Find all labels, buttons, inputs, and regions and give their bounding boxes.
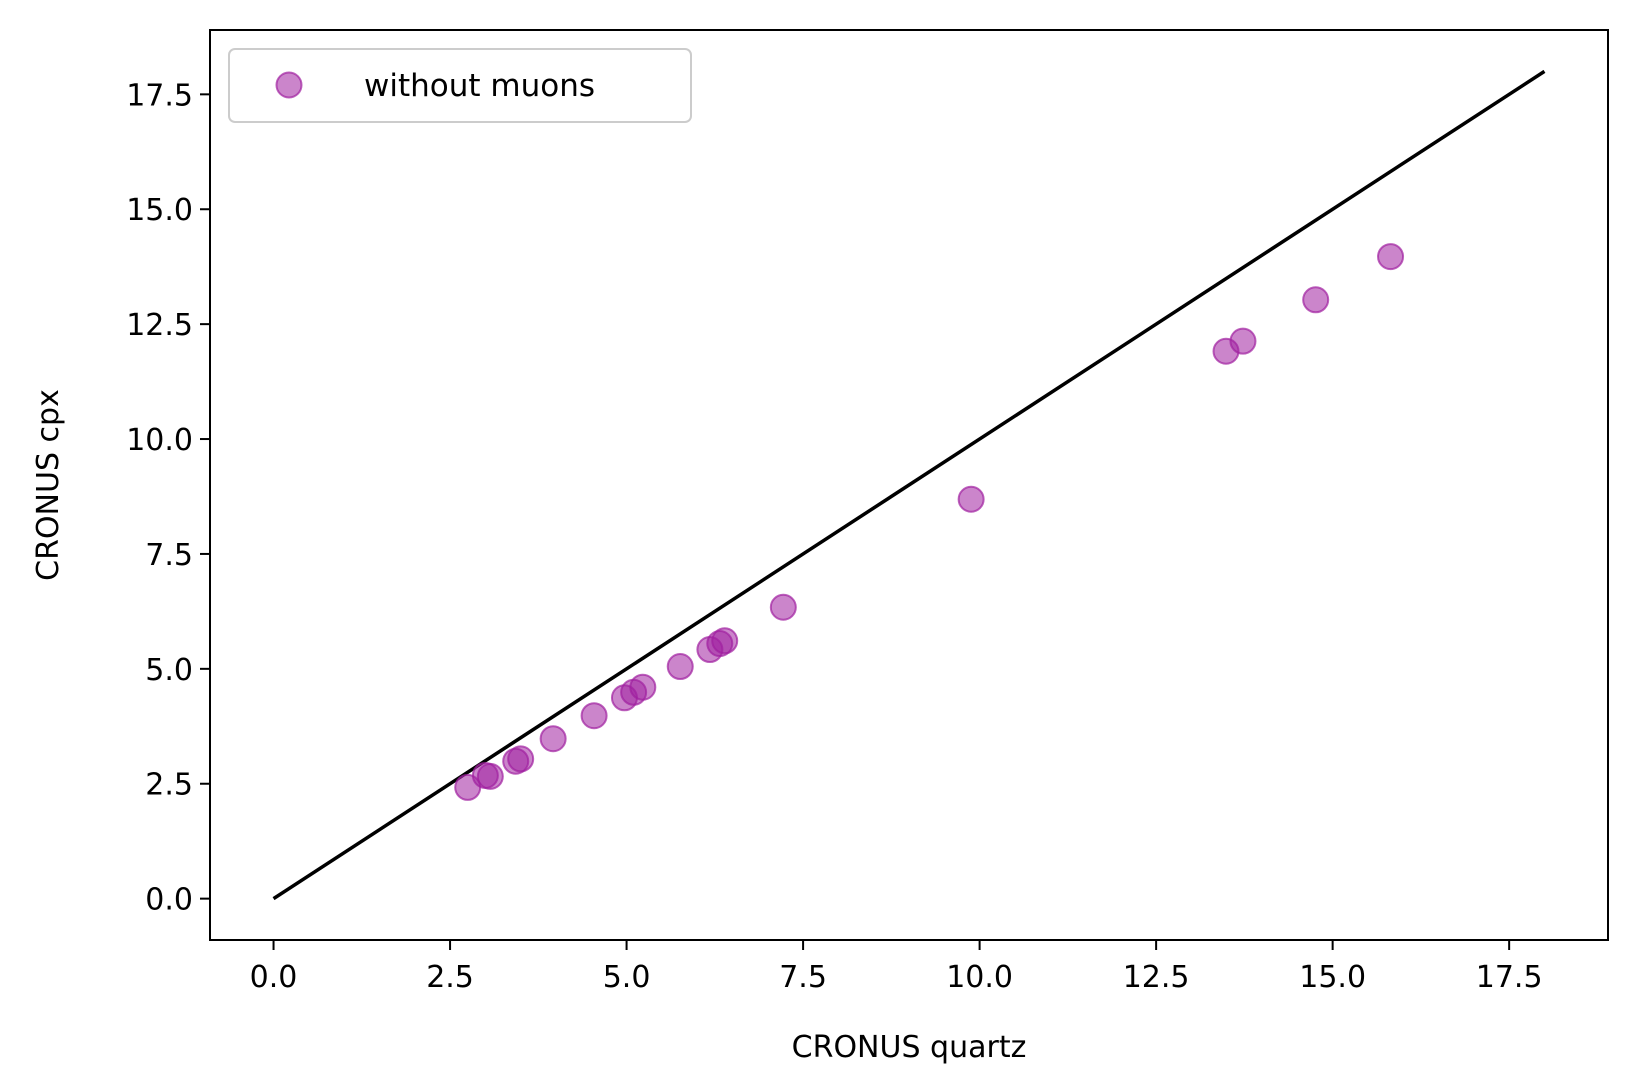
data-point (1229, 327, 1257, 355)
x-axis-ticks: 0.0 2.5 5.0 7.5 10.0 12.5 15.0 17.5 (250, 940, 1543, 995)
y-tick-label: 10.0 (126, 423, 193, 458)
y-tick-label: 0.0 (145, 883, 193, 918)
y-axis-label: CRONUS cpx (31, 389, 66, 581)
x-tick-label: 0.0 (250, 960, 298, 995)
x-tick-label: 15.0 (1299, 960, 1366, 995)
y-tick-label: 7.5 (145, 538, 193, 573)
x-tick-label: 2.5 (426, 960, 474, 995)
plot-frame (209, 29, 1609, 941)
data-point (1377, 243, 1405, 271)
y-tick-label: 17.5 (126, 78, 193, 113)
y-tick-label: 5.0 (145, 653, 193, 688)
legend-label-without-muons: without muons (364, 68, 595, 104)
data-point (507, 745, 535, 773)
legend: without muons (228, 48, 692, 123)
x-tick-label: 10.0 (946, 960, 1013, 995)
x-tick-label: 12.5 (1123, 960, 1190, 995)
x-tick-label: 5.0 (603, 960, 651, 995)
x-tick-label: 7.5 (779, 960, 827, 995)
data-point (957, 485, 985, 513)
legend-marker-without-muons (275, 71, 303, 99)
plot-area (272, 69, 1546, 901)
reference-line (272, 69, 1546, 901)
y-tick-label: 2.5 (145, 768, 193, 803)
legend-box (228, 48, 692, 123)
data-point (539, 725, 567, 753)
data-point (666, 653, 694, 681)
data-point (769, 593, 797, 621)
data-point (711, 627, 739, 655)
x-tick-label: 17.5 (1476, 960, 1543, 995)
y-tick-label: 12.5 (126, 308, 193, 343)
y-axis-ticks: 0.0 2.5 5.0 7.5 10.0 12.5 15.0 17.5 (126, 78, 210, 918)
data-point (1302, 286, 1330, 314)
data-point (580, 702, 608, 730)
y-tick-label: 15.0 (126, 193, 193, 228)
x-axis-label: CRONUS quartz (792, 1030, 1027, 1065)
data-point (476, 762, 504, 790)
data-point (629, 673, 657, 701)
